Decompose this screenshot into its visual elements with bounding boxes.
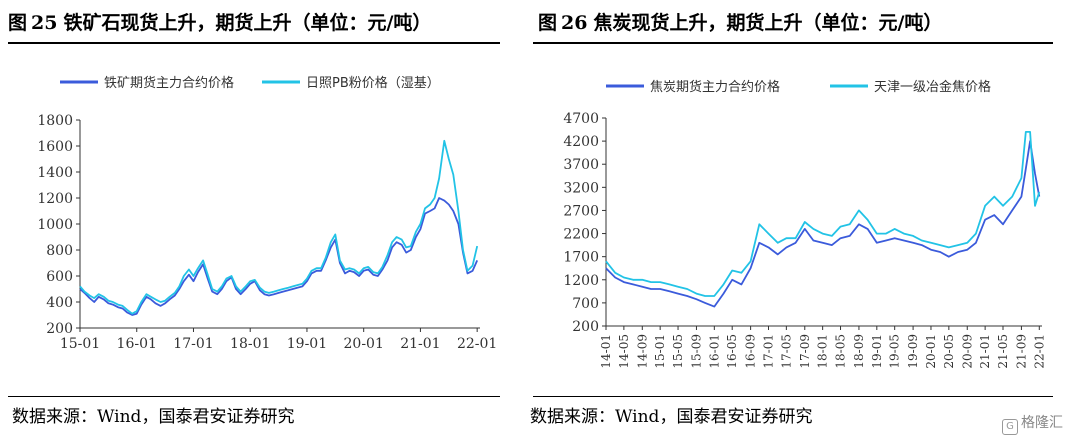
x-tick-label: 17-01 (173, 336, 213, 352)
x-tick-label: 15-01 (653, 334, 667, 369)
x-tick-label: 14-01 (599, 334, 613, 369)
y-tick-label: 1000 (37, 217, 73, 233)
legend-label: 日照PB粉价格（湿基） (306, 75, 440, 91)
x-tick-label: 16-05 (725, 334, 739, 369)
series-line-0 (79, 197, 479, 316)
y-tick-label: 4700 (563, 111, 599, 127)
x-tick-label: 21-05 (996, 334, 1010, 369)
series-line-1 (605, 131, 1041, 297)
x-tick-label: 14-09 (635, 334, 649, 369)
y-tick-label: 2700 (563, 203, 599, 219)
x-tick-label: 15-01 (60, 336, 100, 352)
legend-label: 焦炭期货主力合约价格 (650, 79, 780, 95)
x-tick-label: 20-01 (924, 334, 938, 369)
figure-25-number: 25 (31, 12, 58, 34)
x-tick-label: 21-09 (1014, 334, 1028, 369)
figure-26-title: 图 26 焦炭现货上升，期货上升（单位：元/吨） (538, 8, 942, 35)
y-tick-label: 1800 (37, 113, 73, 129)
figure-26-top-rule (533, 42, 1053, 44)
x-tick-label: 16-01 (707, 334, 721, 369)
y-tick-label: 1700 (563, 250, 599, 266)
y-tick-label: 200 (572, 319, 599, 335)
x-tick-label: 21-01 (400, 336, 440, 352)
y-tick-label: 1400 (37, 165, 73, 181)
figure-26-source: 数据来源：Wind，国泰君安证券研究 (530, 407, 813, 427)
y-tick-label: 800 (46, 243, 73, 259)
x-tick-label: 22-01 (457, 336, 497, 352)
watermark-text: 格隆汇 (1021, 415, 1063, 431)
x-tick-label: 19-01 (870, 334, 884, 369)
y-tick-label: 600 (46, 269, 73, 285)
watermark-logo-icon: G (1002, 419, 1018, 435)
figure-25-source: 数据来源：Wind，国泰君安证券研究 (12, 407, 295, 427)
x-tick-label: 18-05 (834, 334, 848, 369)
x-tick-label: 22-01 (1032, 334, 1046, 369)
y-tick-label: 200 (46, 321, 73, 337)
x-tick-label: 20-09 (960, 334, 974, 369)
figure-25-prefix: 图 (8, 12, 28, 34)
figure-26-prefix: 图 (538, 12, 558, 34)
x-tick-label: 14-05 (617, 334, 631, 369)
x-tick-label: 18-01 (816, 334, 830, 369)
x-tick-label: 16-09 (744, 334, 758, 369)
x-tick-label: 15-09 (689, 334, 703, 369)
x-tick-label: 17-01 (761, 334, 775, 369)
series-line-0 (605, 140, 1041, 308)
figure-25-top-rule (8, 42, 500, 44)
legend-label: 天津一级冶金焦价格 (874, 79, 991, 95)
figure-25-title: 图 25 铁矿石现货上升，期货上升（单位：元/吨） (8, 8, 431, 35)
y-tick-label: 1200 (563, 273, 599, 289)
y-tick-label: 400 (46, 295, 73, 311)
x-tick-label: 17-05 (779, 334, 793, 369)
figure-26-number: 26 (561, 12, 588, 34)
y-tick-label: 3700 (563, 157, 599, 173)
x-tick-label: 18-01 (230, 336, 270, 352)
x-tick-label: 18-09 (852, 334, 866, 369)
watermark: G 格隆汇 (1002, 412, 1063, 435)
x-tick-label: 19-01 (287, 336, 327, 352)
y-tick-label: 3200 (563, 180, 599, 196)
y-tick-label: 1200 (37, 191, 73, 207)
x-tick-label: 17-09 (798, 334, 812, 369)
figure-26-bottom-rule (533, 396, 1053, 397)
x-tick-label: 15-05 (671, 334, 685, 369)
iron-ore-chart: 铁矿期货主力合约价格 日照PB粉价格（湿基） 200 400 600 800 1000 120… (37, 75, 497, 352)
y-tick-label: 700 (572, 296, 599, 312)
y-tick-label: 4200 (563, 134, 599, 150)
x-tick-label: 19-05 (888, 334, 902, 369)
x-tick-label: 20-01 (344, 336, 384, 352)
series-line-1 (79, 139, 479, 315)
y-tick-label: 2200 (563, 227, 599, 243)
x-tick-label: 16-01 (117, 336, 157, 352)
x-tick-label: 20-05 (942, 334, 956, 369)
coke-chart: 焦炭期货主力合约价格 天津一级冶金焦价格 200 700 1200 1700 2200 270… (563, 79, 1046, 369)
legend-label: 铁矿期货主力合约价格 (104, 75, 234, 91)
x-tick-label: 21-01 (978, 334, 992, 369)
x-tick-label: 19-09 (906, 334, 920, 369)
y-tick-label: 1600 (37, 139, 73, 155)
figure-25-bottom-rule (8, 396, 500, 397)
figure-25-text: 铁矿石现货上升，期货上升（单位：元/吨） (63, 12, 432, 34)
figure-26-text: 焦炭现货上升，期货上升（单位：元/吨） (593, 12, 943, 34)
